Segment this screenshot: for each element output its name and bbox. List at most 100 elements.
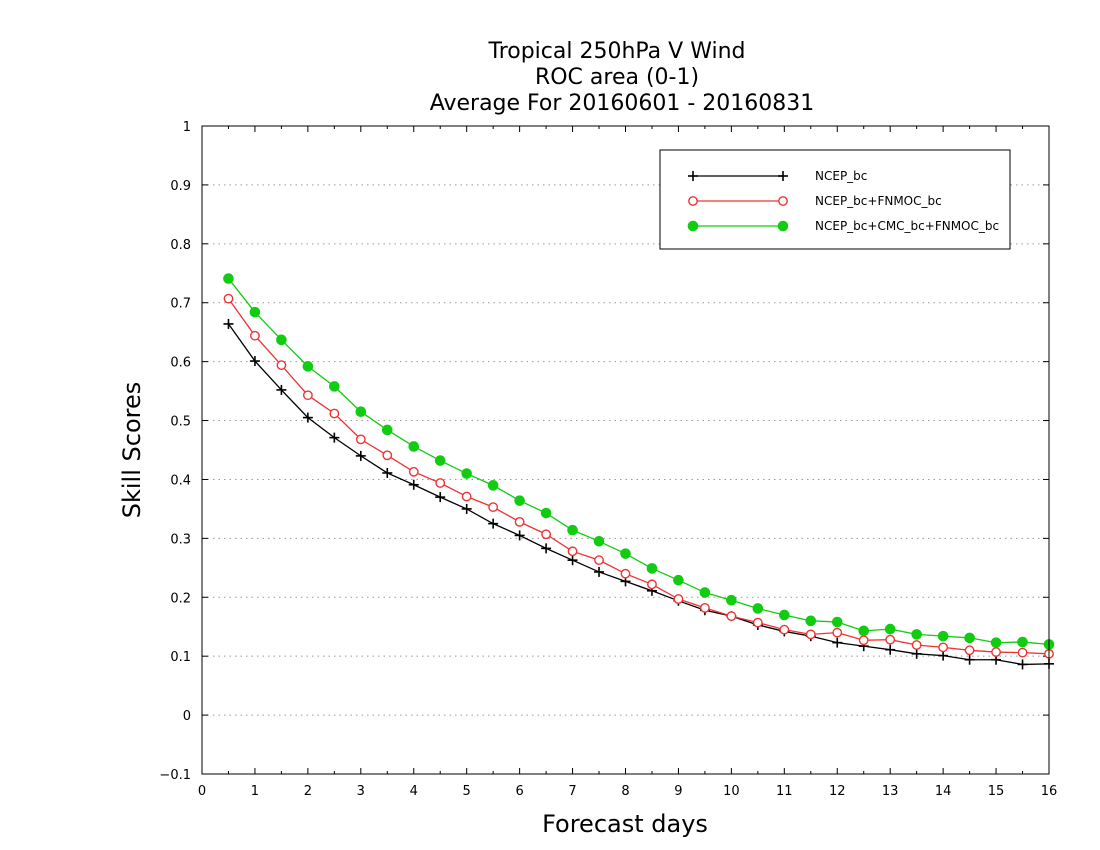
data-point [832,637,843,648]
x-tick-label: 4 [410,784,418,799]
x-tick-label: 1 [251,784,259,799]
data-point [408,441,420,452]
y-tick-label: 0.1 [170,650,191,665]
y-axis-label: Skill Scores [118,382,146,519]
x-axis-label: Forecast days [542,810,708,838]
series-1 [223,293,1054,659]
y-tick-label: 0.7 [170,297,191,312]
data-point [223,293,234,304]
x-tick-label: 0 [198,784,206,799]
x-tick-label: 16 [1041,784,1058,799]
data-point [779,609,790,621]
data-point [355,450,366,461]
x-tick-label: 8 [621,784,629,799]
data-point [885,644,896,655]
data-point [700,602,710,613]
data-point [461,503,472,514]
data-point [249,306,261,318]
data-point [594,566,605,577]
data-point [991,647,1001,657]
x-tick-label: 13 [882,784,899,799]
data-point [276,334,287,346]
data-point [329,408,340,419]
data-point [302,390,313,401]
data-point [911,648,922,659]
data-point [752,617,763,628]
data-point [249,356,260,367]
series-layer [223,273,1055,670]
data-point [461,491,472,502]
data-point [938,642,949,653]
legend-item: NCEP_bc+FNMOC_bc [688,194,942,208]
legend-item: NCEP_bc+CMC_bc+FNMOC_bc [687,219,999,233]
data-point [514,516,525,527]
data-point [593,536,605,547]
data-point [382,450,393,461]
x-tick-label: 2 [304,784,312,799]
data-point [435,492,446,503]
data-point [223,273,234,284]
data-point [779,624,790,635]
legend-label: NCEP_bc+CMC_bc+FNMOC_bc [815,219,999,233]
data-point [434,455,446,466]
data-point [964,654,975,665]
x-tick-label: 11 [776,784,793,799]
series-line [227,278,1050,646]
data-point [1017,636,1028,648]
y-tick-label: 0 [183,709,191,724]
data-point [885,634,896,645]
data-point [567,555,578,566]
data-point [646,563,658,574]
plot-frame [201,125,1050,775]
data-point [831,616,843,628]
data-point [382,467,393,478]
x-tick-label: 5 [463,784,471,799]
data-point [858,635,869,646]
data-point [726,594,737,606]
legend-marker [688,171,698,181]
data-point [488,502,499,513]
data-point [1017,647,1028,658]
data-point [487,480,499,491]
data-point [647,579,657,590]
legend-marker [778,171,788,181]
y-tick-label: 1 [183,120,191,135]
legend-item: NCEP_bc [688,169,867,183]
data-point [911,640,922,650]
y-tick-label: 0.8 [170,238,191,253]
series-line [227,298,1050,655]
data-point [276,384,287,395]
data-point [1017,659,1028,670]
data-point [381,424,393,436]
data-point [540,507,552,519]
data-point [408,466,419,477]
y-tick-label: 0.4 [170,473,191,488]
data-point [620,548,631,559]
x-tick-label: 6 [515,784,523,799]
data-point [832,627,843,638]
legend-label: NCEP_bc+FNMOC_bc [815,194,942,208]
data-point [726,611,737,622]
data-point [567,524,578,536]
y-tick-label: −0.1 [159,768,191,783]
data-point [858,625,870,637]
y-tick-label: 0.9 [170,179,191,194]
chart-title-line-1: Tropical 250hPa V Wind [487,39,745,64]
x-tick-label: 7 [568,784,576,799]
data-point [673,574,684,586]
data-point [355,434,366,445]
data-point [541,529,551,540]
data-point [752,603,764,614]
data-point [302,361,314,372]
data-point [884,623,896,635]
data-point [964,645,975,656]
y-tick-label: 0.6 [170,356,191,371]
series-line [227,323,1050,666]
x-tick-label: 14 [935,784,952,799]
series-2 [223,273,1055,650]
legend-label: NCEP_bc [815,169,867,183]
data-point [594,555,604,566]
y-tick-label: 0.5 [170,415,191,430]
data-point [355,406,367,418]
